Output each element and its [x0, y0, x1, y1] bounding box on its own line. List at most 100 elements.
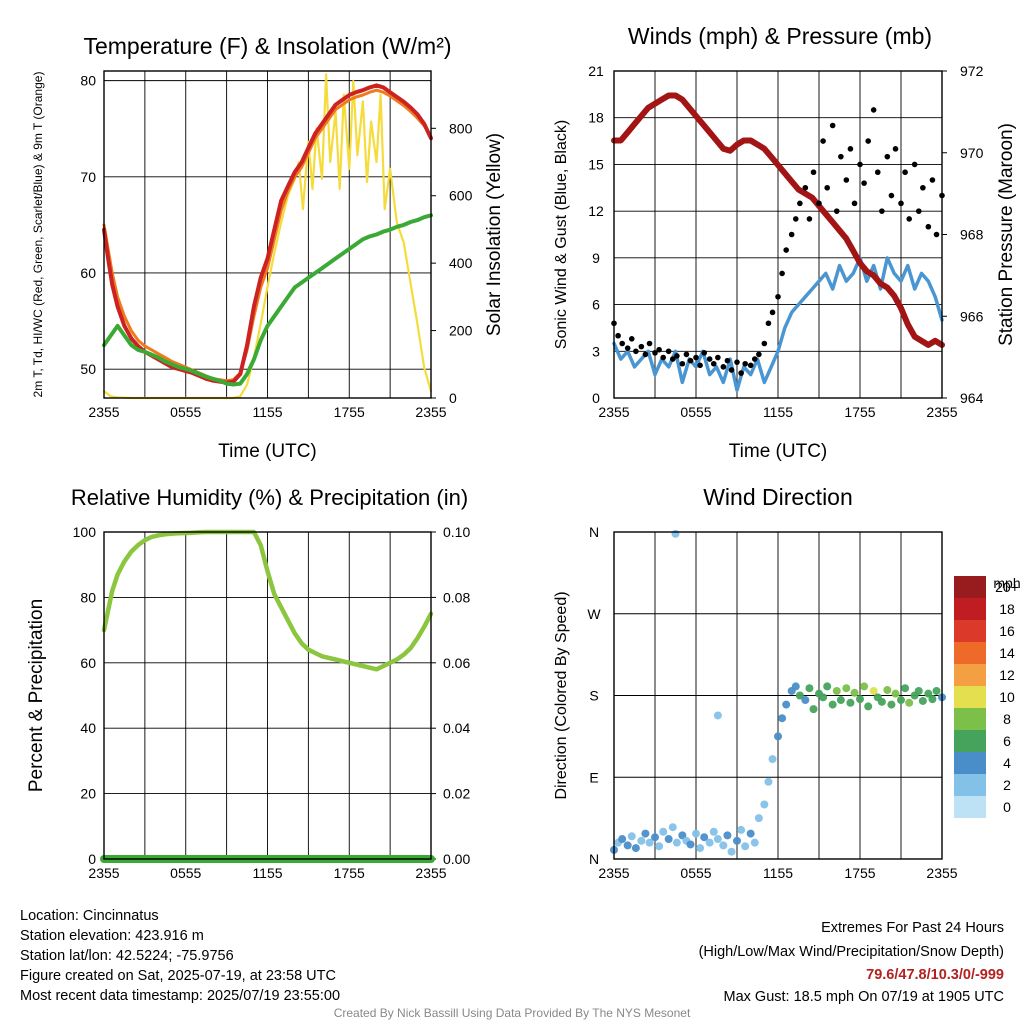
direction-point — [705, 838, 714, 847]
direction-y-tick: E — [589, 769, 598, 785]
insolation-y-tick: 800 — [449, 120, 473, 136]
wind-x-tick: 2355 — [598, 404, 629, 420]
gust-point — [638, 343, 645, 350]
colorbar-swatch — [954, 664, 986, 686]
gust-point — [820, 138, 826, 144]
wind-y-tick: 15 — [588, 156, 604, 172]
direction-point — [696, 844, 705, 853]
wind-y-tick: 12 — [588, 203, 604, 219]
gust-point — [715, 354, 721, 361]
humidity-y-tick: 20 — [80, 786, 96, 802]
direction-x-tick: 1155 — [763, 865, 793, 881]
colorbar-swatch — [954, 708, 986, 730]
direction-point — [823, 682, 832, 691]
direction-point — [645, 838, 654, 847]
direction-point — [686, 840, 695, 849]
sonic-wind-line — [612, 256, 944, 392]
gust-point — [792, 216, 799, 222]
wind-x-label: Time (UTC) — [729, 441, 828, 462]
gust-point — [615, 332, 621, 339]
gust-point — [656, 346, 662, 353]
temp-y-tick: 70 — [80, 169, 96, 185]
wind-x-tick: 2355 — [926, 404, 957, 420]
gust-point — [751, 356, 758, 362]
direction-point — [891, 689, 900, 698]
direction-point — [692, 829, 700, 838]
colorbar-label: 2 — [1003, 777, 1011, 793]
gust-point — [628, 336, 635, 342]
direction-point — [631, 844, 640, 853]
colorbar-label: 18 — [999, 601, 1015, 617]
direction-point — [918, 696, 927, 705]
direction-point — [664, 835, 673, 844]
extremes-values: 79.6/47.8/10.3/0/-999 — [866, 967, 1004, 983]
insolation-y-label: Solar Insolation (Yellow) — [484, 133, 505, 336]
gust-point — [734, 359, 740, 365]
direction-point — [846, 698, 855, 707]
gust-point — [697, 362, 703, 369]
gust-point — [665, 348, 672, 355]
colorbar-label: 6 — [1003, 733, 1011, 749]
direction-point — [842, 684, 851, 693]
precip-y-tick: 0.02 — [443, 786, 470, 802]
pressure-y-tick: 968 — [960, 227, 984, 243]
pressure-y-tick: 964 — [960, 390, 984, 406]
gust-point — [851, 200, 858, 207]
wind-y-tick: 0 — [592, 390, 600, 406]
gust-point — [738, 370, 744, 376]
wind-chart-title: Winds (mph) & Pressure (mb) — [628, 23, 932, 49]
direction-point — [641, 829, 650, 838]
gust-point — [624, 345, 631, 351]
pressure-y-tick: 966 — [960, 308, 984, 324]
direction-point — [713, 835, 722, 844]
gust-point — [779, 270, 785, 277]
direction-point — [832, 686, 841, 695]
direction-point — [864, 702, 873, 711]
direction-point — [737, 825, 746, 834]
wind-plot-frame — [613, 70, 943, 399]
precip-y-tick: 0.06 — [443, 655, 470, 671]
direction-x-tick: 0555 — [680, 865, 711, 881]
direction-y-tick: N — [589, 524, 599, 540]
humidity-x-tick: 2355 — [88, 865, 119, 881]
direction-point — [905, 698, 914, 707]
humidity-y-tick: 40 — [80, 720, 96, 736]
direction-point — [727, 847, 736, 856]
colorbar-label: 14 — [999, 645, 1015, 661]
gust-point — [646, 340, 653, 347]
gust-point — [642, 351, 649, 358]
gust-point — [857, 161, 863, 168]
humidity-x-tick: 0555 — [170, 865, 201, 881]
gust-point — [829, 122, 836, 129]
credit-text: Created By Nick Bassill Using Data Provi… — [333, 1006, 691, 1020]
gust-point — [652, 350, 658, 356]
direction-point — [782, 700, 791, 709]
location-text: Location: Cincinnatus — [20, 908, 159, 924]
direction-point — [877, 697, 886, 706]
gust-point — [816, 200, 822, 207]
gust-point — [920, 184, 926, 191]
gust-point — [765, 320, 772, 327]
colorbar-label: 16 — [999, 623, 1015, 639]
direction-point — [637, 836, 646, 845]
direction-point — [887, 700, 896, 709]
colorbar-swatch — [954, 774, 986, 796]
humidity-plot-frame — [103, 531, 432, 860]
max-gust-text: Max Gust: 18.5 mph On 07/19 at 1905 UTC — [723, 989, 1004, 1005]
direction-point — [709, 827, 718, 836]
gust-point — [687, 357, 694, 364]
created-text: Figure created on Sat, 2025-07-19, at 23… — [20, 968, 336, 984]
colorbar-swatch — [954, 598, 986, 620]
gust-point — [898, 200, 904, 207]
direction-point — [828, 700, 837, 709]
direction-chart-title: Wind Direction — [703, 484, 853, 510]
humidity-x-tick: 1755 — [334, 865, 365, 881]
direction-point — [795, 691, 804, 700]
dewpoint-line — [102, 213, 433, 387]
temp-x-tick: 2355 — [415, 404, 446, 420]
wind-y-label: Sonic Wind & Gust (Blue, Black) — [553, 120, 570, 349]
relative-humidity-line — [101, 529, 434, 672]
gust-point — [660, 354, 666, 361]
gust-point — [775, 293, 781, 300]
direction-point — [928, 695, 937, 704]
